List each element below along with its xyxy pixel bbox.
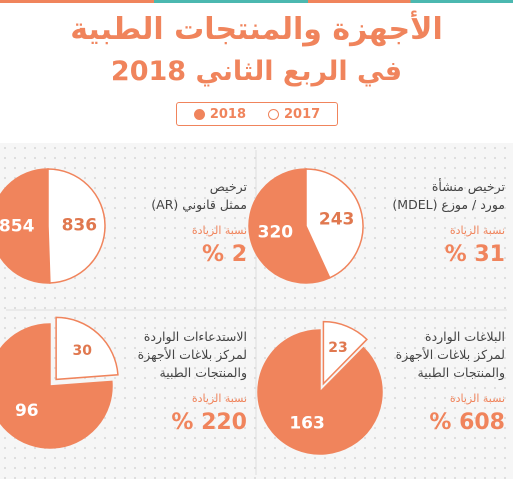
subtitle: في الربع الثاني 2018	[110, 56, 403, 87]
pie-slice	[257, 329, 383, 455]
increase-value: 31 %	[444, 242, 505, 267]
data-label: 243	[319, 209, 355, 229]
data-label: 320	[258, 223, 294, 243]
chart-title: ممثل قانوني (AR)	[151, 197, 247, 212]
increase-label: نسبة الزيادة	[191, 224, 247, 237]
increase-label: نسبة الزيادة	[191, 392, 247, 405]
pie-slice	[47, 168, 106, 284]
pie-slice	[248, 168, 331, 284]
legend-label: 2018	[209, 106, 246, 122]
chart-title: مورد / موزع (MDEL)	[392, 197, 505, 212]
increase-value: 2 %	[201, 242, 247, 267]
pie-slice	[322, 320, 368, 386]
legend: 2018 2017	[176, 102, 338, 126]
chart-title: والمنتجات الطبية	[159, 365, 248, 380]
top-bar	[0, 0, 513, 3]
chart-title: ترخيص	[209, 179, 247, 194]
legend-item: 2018	[193, 106, 246, 122]
pie-slice	[0, 323, 113, 449]
chart-title: ترخيص منشأة	[431, 179, 505, 194]
data-label: 163	[289, 414, 325, 434]
legend-item: 2017	[268, 107, 320, 122]
data-label: 96	[15, 401, 39, 421]
chart-title: لمركز بلاغات الأجهزة	[137, 347, 247, 362]
chart-text: الاستدعاءات الواردة لمركز بلاغات الأجهزة و…	[122, 328, 247, 436]
title: الأجهزة والمنتجات الطبية	[70, 12, 443, 47]
increase-label: نسبة الزيادة	[449, 392, 505, 405]
legend-marker	[193, 108, 205, 120]
increase-label: نسبة الزيادة	[449, 224, 505, 237]
chart-title: الاستدعاءات الواردة	[143, 329, 247, 344]
pie-slice	[55, 316, 119, 381]
increase-value: 608 %	[429, 410, 505, 435]
data-label: 836	[62, 215, 98, 235]
chart-title: البلاغات الواردة	[425, 329, 505, 344]
chart-text: ترخيص ممثل قانوني (AR) نسبة الزيادة 2 %	[122, 178, 247, 268]
chart-text: البلاغات الواردة لمركز بلاغات الأجهزة والم…	[380, 328, 505, 436]
pie-slice	[305, 168, 364, 279]
data-label: 854	[0, 217, 35, 237]
chart-title: والمنتجات الطبية	[417, 365, 506, 380]
chart-title: لمركز بلاغات الأجهزة	[395, 347, 505, 362]
legend-label: 2017	[284, 106, 321, 122]
legend-marker	[268, 108, 279, 120]
pie-slice	[0, 168, 51, 284]
data-label: 23	[328, 340, 347, 356]
data-label: 30	[73, 343, 93, 359]
increase-value: 220 %	[171, 410, 247, 435]
chart-text: ترخيص منشأة مورد / موزع (MDEL) نسبة الزياد…	[380, 178, 505, 268]
